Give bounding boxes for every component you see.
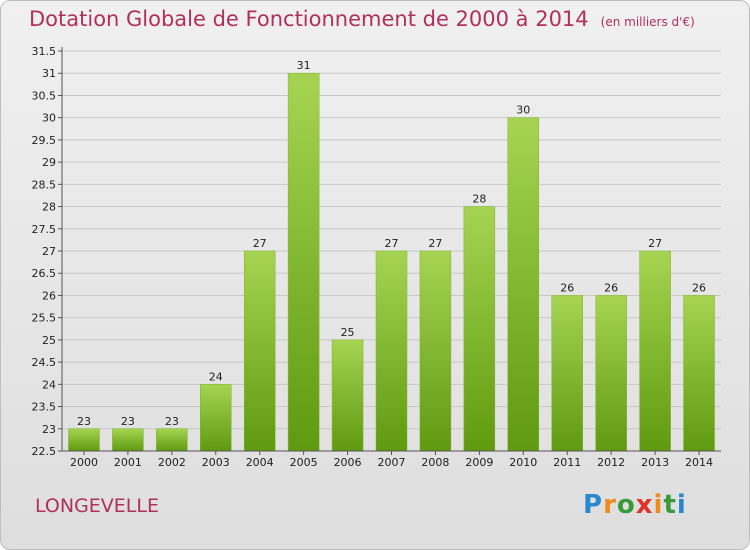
x-tick-label: 2011 xyxy=(553,456,581,469)
x-tick-label: 2005 xyxy=(290,456,318,469)
y-tick-label: 25 xyxy=(42,334,56,347)
y-tick-label: 25.5 xyxy=(32,312,57,325)
bar-value-label: 28 xyxy=(472,193,486,206)
x-tick-label: 2001 xyxy=(114,456,142,469)
bar-value-label: 24 xyxy=(209,370,223,383)
bar xyxy=(507,117,540,452)
bar-value-label: 27 xyxy=(385,237,399,250)
chart-title-text: Dotation Globale de Fonctionnement de 20… xyxy=(29,7,589,31)
bar xyxy=(463,206,496,452)
y-tick-label: 24.5 xyxy=(32,356,57,369)
y-tick-label: 23 xyxy=(42,423,56,436)
x-tick-label: 2003 xyxy=(202,456,230,469)
bar xyxy=(551,295,583,452)
bar-value-label: 26 xyxy=(604,281,618,294)
y-tick-label: 26.5 xyxy=(32,267,57,280)
chart-title: Dotation Globale de Fonctionnement de 20… xyxy=(29,7,695,31)
bar-value-label: 26 xyxy=(692,281,706,294)
y-tick-label: 27.5 xyxy=(32,223,57,236)
bar xyxy=(595,295,627,452)
y-tick-label: 31.5 xyxy=(32,45,57,58)
y-tick-label: 28 xyxy=(42,201,56,214)
bar-value-label: 27 xyxy=(253,237,267,250)
bar-value-label: 25 xyxy=(341,326,355,339)
bars: 23 23 23 24 27 31 25 27 27 28 30 26 26 27 26 xyxy=(68,59,715,452)
bar xyxy=(375,250,408,452)
x-tick-label: 2004 xyxy=(246,456,274,469)
proxiti-logo: Proxiti xyxy=(583,490,687,520)
bar xyxy=(156,428,188,452)
bar xyxy=(639,250,671,452)
x-tick-label: 2013 xyxy=(641,456,669,469)
commune-name: LONGEVELLE xyxy=(35,495,159,517)
bar xyxy=(683,295,715,452)
y-tick-label: 28.5 xyxy=(32,178,57,191)
bar-value-label: 23 xyxy=(121,415,135,428)
y-tick-label: 31 xyxy=(42,67,56,80)
x-tick-label: 2014 xyxy=(685,456,713,469)
y-tick-label: 30.5 xyxy=(32,89,57,102)
bar-value-label: 27 xyxy=(648,237,662,250)
bar-value-label: 27 xyxy=(428,237,442,250)
x-tick-label: 2000 xyxy=(70,456,98,469)
y-tick-label: 29 xyxy=(42,156,56,169)
bar-value-label: 23 xyxy=(165,415,179,428)
bar-value-label: 23 xyxy=(77,415,91,428)
bar xyxy=(112,428,144,452)
y-tick-label: 24 xyxy=(42,378,56,391)
bar-value-label: 26 xyxy=(560,281,574,294)
bar-value-label: 30 xyxy=(516,104,530,117)
x-tick-label: 2009 xyxy=(465,456,493,469)
x-tick-label: 2008 xyxy=(421,456,449,469)
axes: 22.5 23 23.5 24 24.5 25 25.5 26 26.5 27 27.5 28 28.5… xyxy=(32,45,721,469)
chart-subtitle: (en milliers d'€) xyxy=(600,15,695,29)
bar-value-label: 31 xyxy=(297,59,311,72)
y-tick-label: 29.5 xyxy=(32,134,57,147)
y-tick-label: 27 xyxy=(42,245,56,258)
y-tick-label: 22.5 xyxy=(32,445,57,458)
y-tick-label: 23.5 xyxy=(32,401,57,414)
bar xyxy=(419,250,452,452)
bar xyxy=(68,428,100,452)
y-tick-label: 26 xyxy=(42,289,56,302)
x-tick-label: 2007 xyxy=(378,456,406,469)
bar xyxy=(200,384,232,452)
bar xyxy=(331,339,364,452)
y-tick-label: 30 xyxy=(42,112,56,125)
x-tick-label: 2010 xyxy=(509,456,537,469)
x-tick-label: 2002 xyxy=(158,456,186,469)
bar xyxy=(287,72,320,452)
bar xyxy=(243,250,276,452)
x-tick-label: 2012 xyxy=(597,456,625,469)
x-tick-label: 2006 xyxy=(334,456,362,469)
